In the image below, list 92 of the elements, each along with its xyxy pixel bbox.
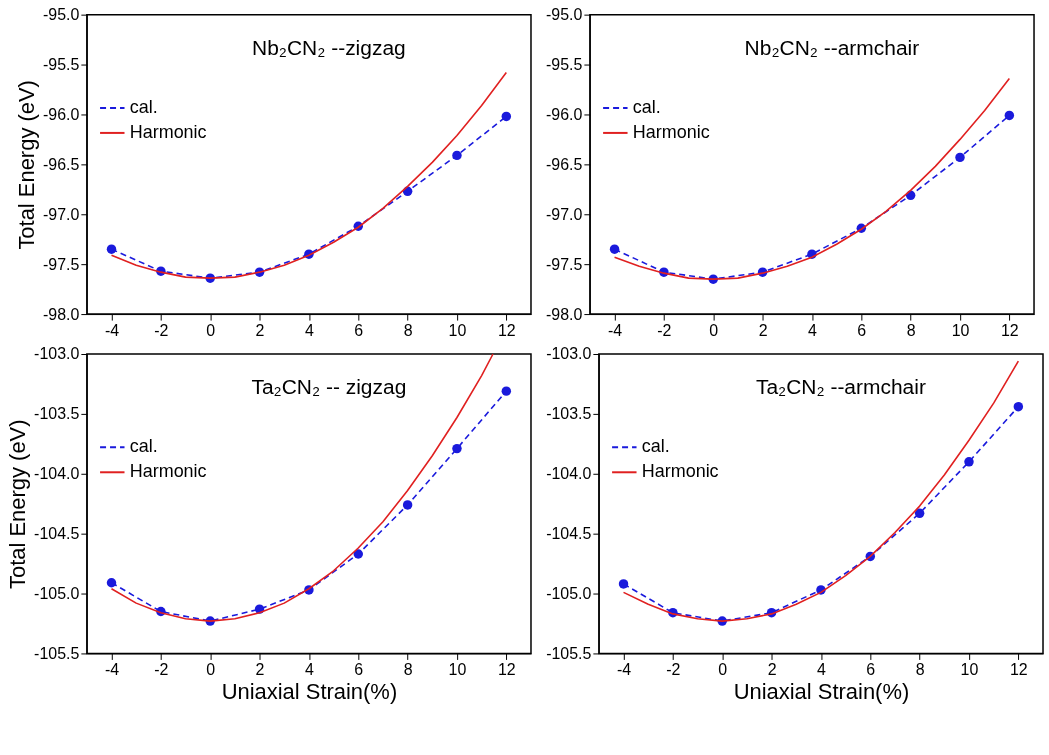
- x-tick-label: -2: [154, 660, 169, 678]
- y-tick-label: -96.0: [42, 105, 80, 123]
- x-tick-label: -4: [607, 321, 623, 339]
- text: Nb₂CN₂ --armchair: [744, 35, 920, 59]
- y-tick-label: -103.0: [546, 345, 592, 363]
- legend-label: Harmonic: [641, 461, 719, 482]
- point: [501, 386, 512, 396]
- point: [914, 508, 925, 519]
- x-tick-label: 4: [808, 321, 818, 339]
- y-tick-label: -105.0: [34, 585, 80, 603]
- point: [955, 152, 965, 163]
- y-tick-label: -103.5: [34, 405, 80, 423]
- x-tick-label: 8: [403, 660, 413, 678]
- point: [964, 457, 974, 467]
- y-tick-label: -103.0: [34, 345, 80, 363]
- text: Nb₂CN₂ --zigzag: [252, 35, 406, 59]
- x-tick-label: 10: [448, 660, 467, 678]
- x-tick-label: 10: [960, 660, 979, 678]
- x-tick-label: 8: [906, 321, 916, 339]
- legend-label: cal.: [632, 96, 661, 117]
- y-tick-label: -104.5: [546, 525, 592, 543]
- point: [402, 500, 413, 510]
- point: [106, 244, 117, 254]
- x-axis-title: Uniaxial Strain(%): [733, 678, 910, 704]
- x-tick-label: 10: [951, 321, 970, 339]
- point: [501, 111, 512, 122]
- x-tick-label: 0: [206, 321, 216, 339]
- legend-label: Harmonic: [129, 461, 207, 482]
- x-tick-label: 6: [354, 660, 364, 678]
- x-axis-title: Uniaxial Strain(%): [221, 678, 398, 704]
- y-tick-label: -98.0: [42, 305, 80, 323]
- y-tick-label: -104.0: [546, 465, 592, 483]
- x-tick-label: 12: [497, 321, 516, 339]
- y-tick-label: -104.0: [34, 465, 80, 483]
- y-tick-label: -96.5: [546, 155, 583, 173]
- y-axis-title: Total Energy (eV): [13, 80, 39, 250]
- y-tick-label: -96.5: [42, 155, 80, 173]
- point: [452, 150, 462, 161]
- legend-label: cal.: [129, 96, 158, 117]
- x-tick-label: 2: [758, 321, 768, 339]
- x-tick-label: 6: [354, 321, 364, 339]
- x-tick-label: 4: [304, 321, 314, 339]
- x-tick-label: 0: [718, 660, 728, 678]
- x-tick-label: 2: [255, 660, 265, 678]
- x-tick-label: 6: [857, 321, 867, 339]
- point: [618, 579, 629, 589]
- x-tick-label: 0: [206, 660, 216, 678]
- x-tick-label: 10: [448, 321, 467, 339]
- y-tick-label: -97.0: [42, 205, 80, 223]
- y-tick-label: -95.5: [546, 56, 583, 74]
- y-tick-label: -95.0: [546, 6, 583, 24]
- x-tick-label: 12: [1009, 660, 1028, 678]
- x-tick-label: 2: [767, 660, 777, 678]
- x-tick-label: 12: [1000, 321, 1019, 339]
- x-tick-label: 4: [304, 660, 314, 678]
- legend-label: cal.: [129, 436, 158, 457]
- x-tick-label: 4: [817, 660, 826, 678]
- y-tick-label: -98.0: [546, 305, 583, 323]
- x-tick-label: 12: [497, 660, 516, 678]
- text: Ta₂CN₂ --armchair: [755, 374, 926, 398]
- x-tick-label: -4: [104, 660, 120, 678]
- y-tick-label: -103.5: [546, 405, 592, 423]
- point: [1004, 110, 1015, 121]
- x-tick-label: -2: [154, 321, 169, 339]
- legend-label: Harmonic: [129, 121, 207, 142]
- y-tick-label: -105.0: [546, 585, 592, 603]
- x-tick-label: 8: [403, 321, 413, 339]
- y-tick-label: -97.0: [546, 205, 583, 223]
- text: Ta₂CN₂ -- zigzag: [251, 374, 407, 398]
- y-tick-label: -104.5: [34, 525, 80, 543]
- y-tick-label: -97.5: [546, 255, 583, 273]
- y-axis-title: Total Energy (eV): [5, 419, 31, 589]
- x-tick-label: 0: [709, 321, 719, 339]
- x-tick-label: -4: [616, 660, 632, 678]
- y-tick-label: -95.5: [42, 56, 80, 74]
- point: [1013, 401, 1024, 412]
- y-tick-label: -97.5: [42, 255, 80, 273]
- y-tick-label: -105.5: [34, 644, 80, 662]
- x-tick-label: -4: [104, 321, 120, 339]
- legend-label: cal.: [641, 436, 670, 457]
- point: [609, 244, 620, 254]
- x-tick-label: 6: [866, 660, 876, 678]
- y-tick-label: -105.5: [546, 644, 592, 662]
- x-tick-label: -2: [666, 660, 681, 678]
- x-tick-label: 8: [915, 660, 925, 678]
- y-tick-label: -95.0: [42, 6, 80, 24]
- y-tick-label: -96.0: [546, 105, 583, 123]
- point: [452, 443, 462, 454]
- x-tick-label: 2: [255, 321, 265, 339]
- point: [106, 578, 117, 588]
- legend-label: Harmonic: [632, 121, 710, 142]
- x-tick-label: -2: [657, 321, 672, 339]
